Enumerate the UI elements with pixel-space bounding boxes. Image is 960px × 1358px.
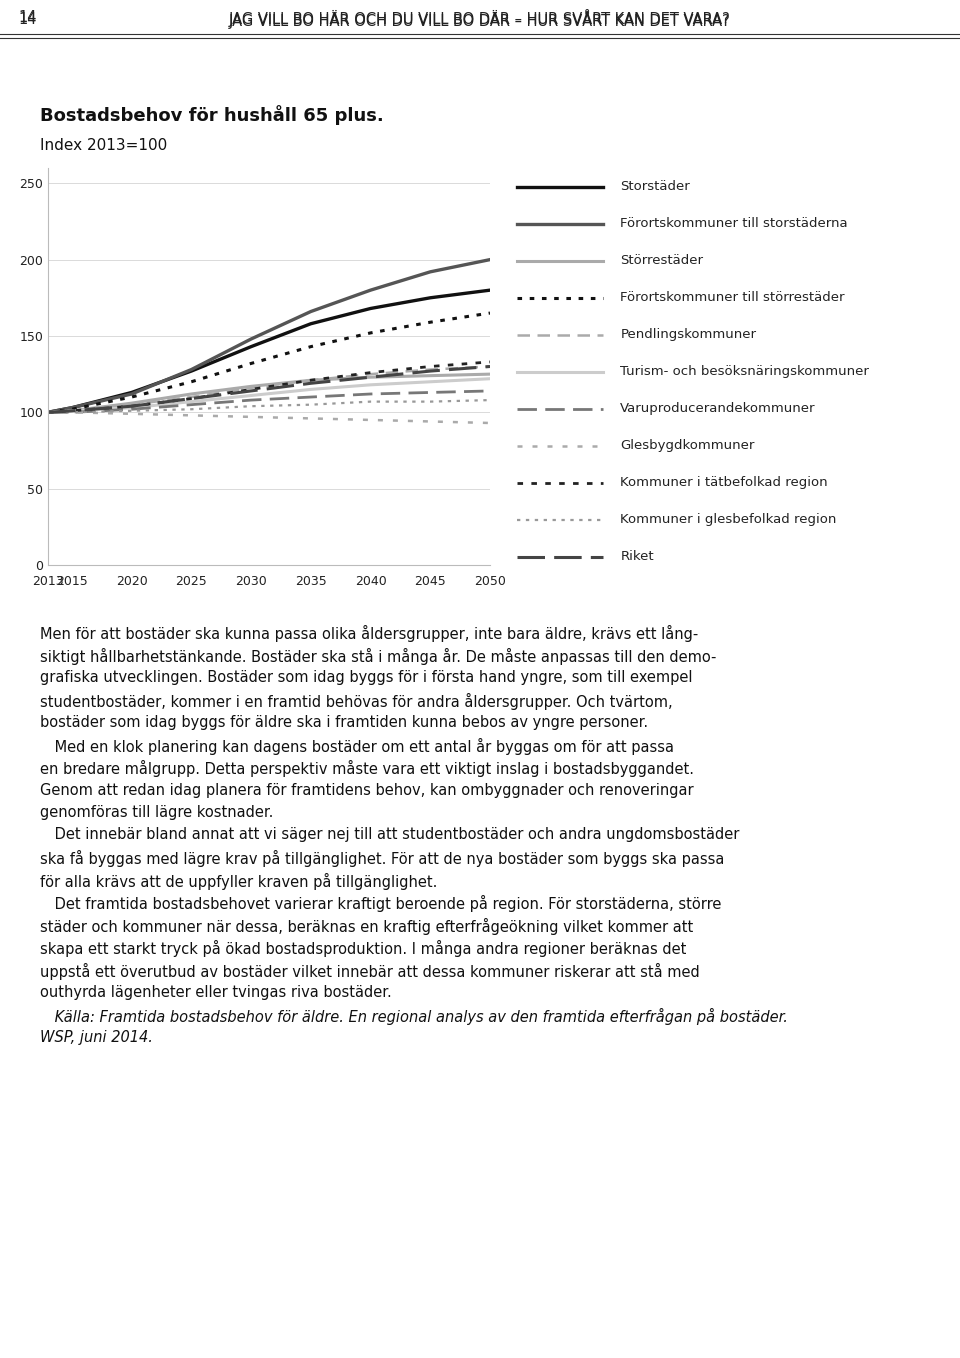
Text: WSP, juni 2014.: WSP, juni 2014. bbox=[40, 1029, 153, 1046]
Text: för alla krävs att de uppfyller kraven på tillgänglighet.: för alla krävs att de uppfyller kraven p… bbox=[40, 872, 438, 889]
Text: ska få byggas med lägre krav på tillgänglighet. För att de nya bostäder som bygg: ska få byggas med lägre krav på tillgäng… bbox=[40, 850, 725, 866]
Text: Med en klok planering kan dagens bostäder om ett antal år byggas om för att pass: Med en klok planering kan dagens bostäde… bbox=[40, 737, 674, 755]
Text: en bredare målgrupp. Detta perspektiv måste vara ett viktigt inslag i bostadsbyg: en bredare målgrupp. Detta perspektiv må… bbox=[40, 760, 694, 777]
Text: Störrestäder: Störrestäder bbox=[620, 254, 704, 268]
Text: skapa ett starkt tryck på ökad bostadsproduktion. I många andra regioner beräkna: skapa ett starkt tryck på ökad bostadspr… bbox=[40, 940, 686, 957]
Text: siktigt hållbarhetstänkande. Bostäder ska stå i många år. De måste anpassas till: siktigt hållbarhetstänkande. Bostäder sk… bbox=[40, 648, 716, 664]
Text: Index 2013=100: Index 2013=100 bbox=[40, 139, 167, 153]
Text: Bostadsbehov för hushåll 65 plus.: Bostadsbehov för hushåll 65 plus. bbox=[40, 105, 384, 125]
Text: Det innebär bland annat att vi säger nej till att studentbostäder och andra ungd: Det innebär bland annat att vi säger nej… bbox=[40, 827, 739, 842]
Text: bostäder som idag byggs för äldre ska i framtiden kunna bebos av yngre personer.: bostäder som idag byggs för äldre ska i … bbox=[40, 716, 648, 731]
Text: Riket: Riket bbox=[620, 550, 654, 564]
Text: Genom att redan idag planera för framtidens behov, kan ombyggnader och renoverin: Genom att redan idag planera för framtid… bbox=[40, 782, 694, 797]
Text: genomföras till lägre kostnader.: genomföras till lägre kostnader. bbox=[40, 805, 274, 820]
Text: studentbostäder, kommer i en framtid behövas för andra åldersgrupper. Och tvärto: studentbostäder, kommer i en framtid beh… bbox=[40, 693, 673, 709]
Text: Storstäder: Storstäder bbox=[620, 181, 690, 193]
Text: Det framtida bostadsbehovet varierar kraftigt beroende på region. För storstäder: Det framtida bostadsbehovet varierar kra… bbox=[40, 895, 721, 913]
Text: Kommuner i glesbefolkad region: Kommuner i glesbefolkad region bbox=[620, 513, 837, 526]
Text: städer och kommuner när dessa, beräknas en kraftig efterfrågeökning vilket komme: städer och kommuner när dessa, beräknas … bbox=[40, 918, 693, 934]
Text: grafiska utvecklingen. Bostäder som idag byggs för i första hand yngre, som till: grafiska utvecklingen. Bostäder som idag… bbox=[40, 669, 692, 684]
Text: Källa: Framtida bostadsbehov för äldre. En regional analys av den framtida efter: Källa: Framtida bostadsbehov för äldre. … bbox=[40, 1008, 788, 1024]
Text: JAG VILL BO HÄR OCH DU VILL BO DÄR – HUR SVÅRT KAN DET VARA?: JAG VILL BO HÄR OCH DU VILL BO DÄR – HUR… bbox=[229, 10, 731, 27]
Text: Förortskommuner till störrestäder: Förortskommuner till störrestäder bbox=[620, 291, 845, 304]
Text: Glesbygdkommuner: Glesbygdkommuner bbox=[620, 439, 755, 452]
Text: JAG VILL BO HÄR OCH DU VILL BO DÄR – HUR SVÅRT KAN DET VARA?: JAG VILL BO HÄR OCH DU VILL BO DÄR – HUR… bbox=[229, 11, 731, 29]
Text: Förortskommuner till storstäderna: Förortskommuner till storstäderna bbox=[620, 217, 848, 230]
Text: Pendlingskommuner: Pendlingskommuner bbox=[620, 329, 756, 341]
Text: Turism- och besöksnäringskommuner: Turism- och besöksnäringskommuner bbox=[620, 365, 869, 378]
Text: Varuproducerandekommuner: Varuproducerandekommuner bbox=[620, 402, 816, 416]
Text: Men för att bostäder ska kunna passa olika åldersgrupper, inte bara äldre, krävs: Men för att bostäder ska kunna passa oli… bbox=[40, 625, 698, 642]
Text: uppstå ett överutbud av bostäder vilket innebär att dessa kommuner riskerar att : uppstå ett överutbud av bostäder vilket … bbox=[40, 963, 700, 979]
Text: 14: 14 bbox=[18, 11, 36, 26]
Text: Kommuner i tätbefolkad region: Kommuner i tätbefolkad region bbox=[620, 477, 828, 489]
Text: outhyrda lägenheter eller tvingas riva bostäder.: outhyrda lägenheter eller tvingas riva b… bbox=[40, 985, 392, 999]
Text: 14: 14 bbox=[18, 12, 36, 27]
